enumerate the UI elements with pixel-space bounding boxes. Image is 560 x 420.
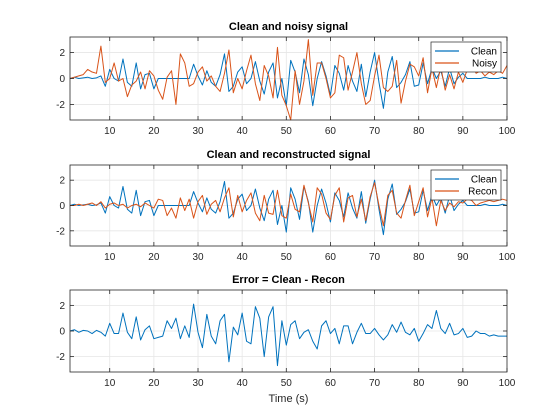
x-tick-label: 40 (237, 378, 249, 389)
series-line-clean (69, 179, 508, 236)
y-tick-label: -2 (56, 226, 65, 237)
x-tick-label: 80 (413, 126, 425, 137)
y-tick-label: 0 (59, 327, 65, 338)
legend-box (430, 169, 502, 201)
y-tick-label: 0 (59, 201, 65, 212)
x-tick-label: 20 (148, 252, 160, 263)
x-tick-label: 40 (237, 252, 249, 263)
chart-panel-error: 10 20 30 40 50 60 70 80 90 100 -2 0 2 Error = Clean -… (56, 274, 516, 405)
x-tick-label: 100 (499, 126, 516, 137)
chart-panel-clean-reconstructed: 10 20 30 40 50 60 70 80 90 100 -2 0 2 Clean and recon… (56, 149, 516, 263)
x-tick-label: 30 (192, 252, 204, 263)
x-tick-label: 50 (281, 126, 293, 137)
series-line-recon (70, 182, 508, 227)
x-tick-label: 10 (104, 378, 116, 389)
x-axis-label: Time (s) (269, 393, 309, 405)
x-tick-label: 60 (325, 378, 337, 389)
x-tick-label: 20 (148, 378, 160, 389)
x-tick-label: 10 (104, 126, 116, 137)
chart-title: Clean and noisy signal (229, 21, 348, 33)
x-tick-label: 80 (413, 252, 425, 263)
x-tick-label: 60 (325, 126, 337, 137)
x-tick-label: 30 (192, 378, 204, 389)
series-line-noisy (69, 39, 508, 121)
x-tick-label: 90 (457, 126, 469, 137)
legend-entry-noisy: Noisy (472, 59, 497, 70)
x-tick-label: 70 (369, 126, 381, 137)
x-tick-label: 70 (369, 378, 381, 389)
x-tick-label: 90 (457, 252, 469, 263)
series-line-error (69, 303, 507, 367)
x-tick-label: 70 (369, 252, 381, 263)
x-tick-label: 80 (413, 378, 425, 389)
legend-entry-clean: Clean (471, 175, 497, 186)
x-tick-label: 10 (104, 252, 116, 263)
chart-title: Clean and reconstructed signal (207, 149, 371, 161)
x-tick-label: 90 (457, 378, 469, 389)
y-tick-label: 2 (59, 176, 65, 187)
x-tick-label: 100 (499, 378, 516, 389)
legend-entry-clean: Clean (471, 47, 497, 58)
y-tick-label: 0 (59, 74, 65, 85)
x-tick-label: 60 (325, 252, 337, 263)
legend-entry-recon: Recon (468, 187, 497, 198)
y-tick-label: -2 (56, 100, 65, 111)
y-tick-label: 2 (59, 301, 65, 312)
y-tick-label: -2 (56, 352, 65, 363)
x-tick-label: 20 (148, 126, 160, 137)
x-tick-label: 100 (499, 252, 516, 263)
legend-box (430, 41, 502, 73)
y-tick-label: 2 (59, 48, 65, 59)
chart-panel-clean-noisy: 10 20 30 40 50 60 70 80 90 100 -2 0 2 Clean and noisy… (56, 21, 516, 137)
x-tick-label: 50 (281, 252, 293, 263)
chart-title: Error = Clean - Recon (232, 274, 345, 286)
x-tick-label: 30 (192, 126, 204, 137)
x-tick-label: 40 (237, 126, 249, 137)
x-tick-label: 50 (281, 378, 293, 389)
